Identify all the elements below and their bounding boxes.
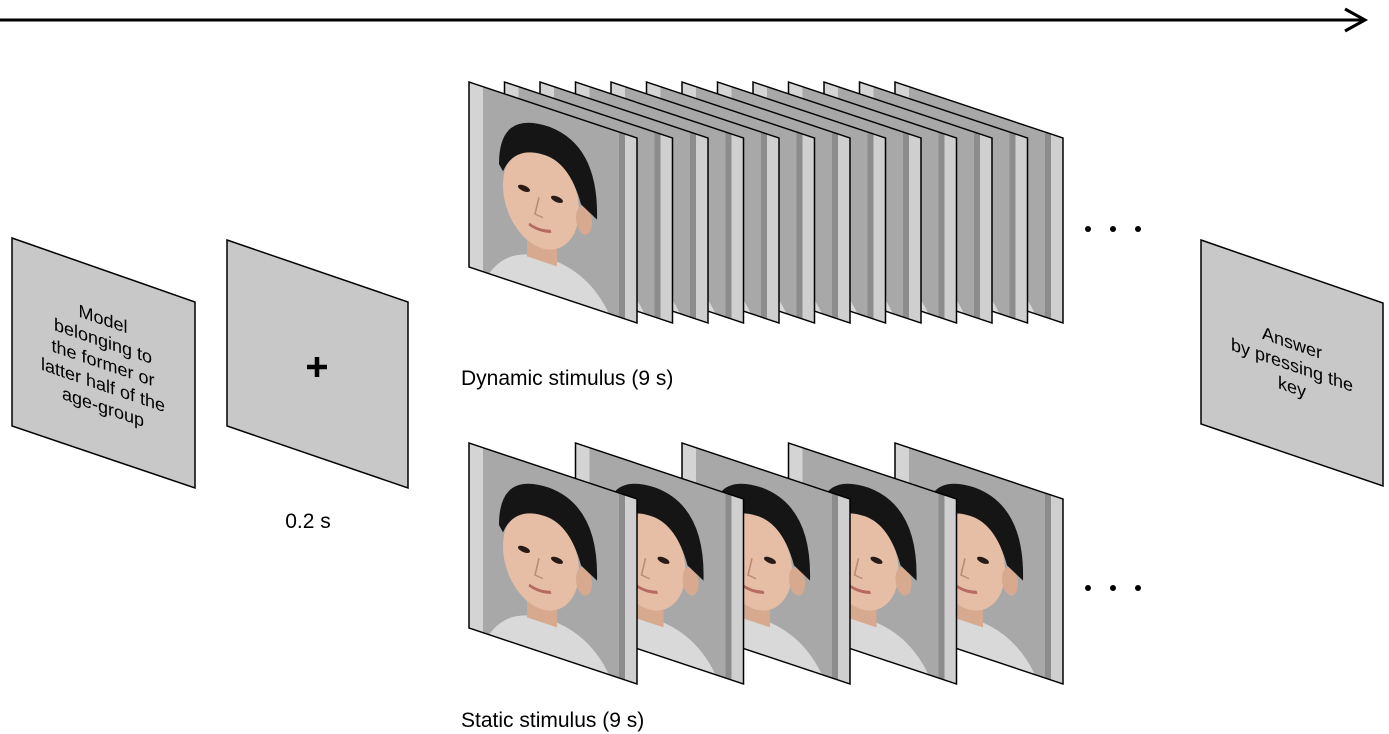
dynamic-label: Dynamic stimulus (9 s) xyxy=(461,367,673,390)
ellipsis xyxy=(1085,226,1141,591)
static-stack xyxy=(469,443,1063,684)
fixation-duration: 0.2 s xyxy=(285,510,331,533)
static-label: Static stimulus (9 s) xyxy=(461,709,644,732)
diagram: Modelbelonging tothe former orlatter hal… xyxy=(0,0,1389,734)
dynamic-stack xyxy=(469,82,1063,323)
